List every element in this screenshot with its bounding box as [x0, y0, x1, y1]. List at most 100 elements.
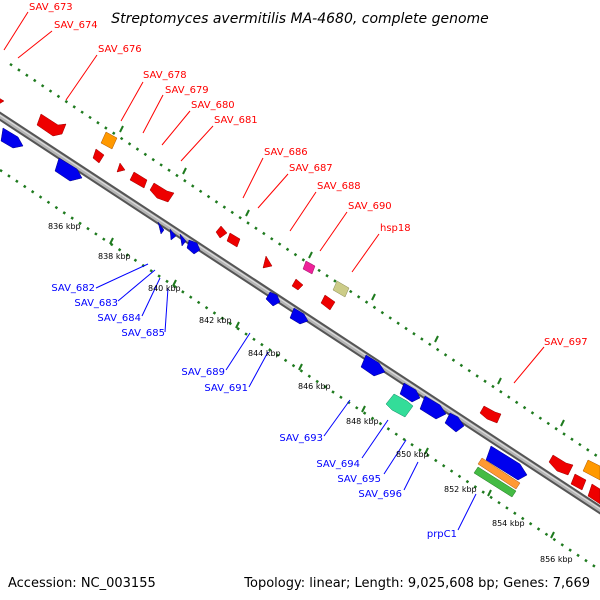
accession-text: Accession: NC_003155 — [8, 576, 156, 591]
scale-tick-label: 840 kbp — [148, 284, 181, 293]
reverse-strand-genes — [0, 127, 528, 498]
gene-label-SAV_676[interactable]: SAV_676 — [98, 44, 142, 55]
gene-SAV_701[interactable] — [587, 483, 600, 505]
leader-SAV_693 — [323, 399, 351, 437]
gene-hsp18[interactable] — [332, 280, 350, 298]
gene-SAV_689[interactable] — [265, 291, 281, 307]
leader-SAV_683 — [117, 269, 156, 302]
label-leader-lines — [3, 11, 545, 531]
gene-hsp18b[interactable] — [320, 294, 336, 311]
gene-SAV_673[interactable] — [0, 95, 5, 107]
leader-SAV_678 — [120, 81, 144, 122]
gene-SAV_685b[interactable] — [186, 239, 201, 255]
lower-track-ticks — [109, 237, 555, 539]
gene-SAV_672[interactable] — [0, 127, 24, 149]
gene-label-SAV_687[interactable]: SAV_687 — [289, 163, 333, 174]
gene-label-SAV_686[interactable]: SAV_686 — [264, 147, 308, 158]
leader-SAV_690 — [319, 211, 348, 252]
scale-tick-label: 856 kbp — [540, 555, 573, 564]
leader-SAV_673 — [3, 11, 29, 51]
scale-tick-label: 842 kbp — [199, 316, 232, 325]
scale-tick-label: 850 kbp — [396, 450, 429, 459]
gene-SAV_682[interactable] — [54, 157, 83, 182]
scale-tick-label: 844 kbp — [248, 349, 281, 358]
scale-tick-label: 838 kbp — [98, 252, 131, 261]
leader-SAV_685 — [164, 287, 169, 333]
gene-SAV_693[interactable] — [360, 354, 386, 377]
gene-SAV_678[interactable] — [92, 148, 105, 164]
gene-label-SAV_680[interactable]: SAV_680 — [191, 100, 235, 111]
leader-SAV_687 — [257, 173, 289, 209]
leader-SAV_697 — [513, 346, 545, 384]
gene-label-SAV_673[interactable]: SAV_673 — [29, 2, 73, 13]
gene-label-SAV_684[interactable]: SAV_684 — [97, 313, 141, 324]
leader-hsp18 — [351, 233, 380, 273]
gene-SAV_680[interactable] — [129, 171, 148, 189]
gene-label-SAV_674[interactable]: SAV_674 — [54, 20, 98, 31]
gene-SAV_679[interactable] — [116, 162, 126, 173]
gene-label-SAV_691[interactable]: SAV_691 — [204, 383, 248, 394]
gene-SAV_684[interactable] — [169, 228, 177, 241]
genome-summary-text: Topology: linear; Length: 9,025,608 bp; … — [244, 576, 590, 591]
gene-label-SAV_693[interactable]: SAV_693 — [279, 433, 323, 444]
gene-label-SAV_681[interactable]: SAV_681 — [214, 115, 258, 126]
leader-SAV_682 — [95, 263, 149, 289]
leader-prpC1 — [457, 493, 477, 531]
gene-SAV_690b[interactable] — [291, 278, 304, 291]
gene-prpC1[interactable] — [473, 466, 517, 498]
gene-label-SAV_689[interactable]: SAV_689 — [181, 367, 225, 378]
scale-tick-label: 848 kbp — [346, 417, 379, 426]
gene-label-SAV_697[interactable]: SAV_697 — [544, 337, 588, 348]
gene-SAV_696b[interactable] — [485, 445, 528, 481]
reverse-gene-labels: SAV_682 SAV_683 SAV_684 SAV_685 SAV_689 … — [51, 283, 457, 540]
gene-SAV_687[interactable] — [226, 232, 241, 248]
leader-SAV_686 — [242, 157, 264, 199]
gene-SAV_676[interactable] — [100, 131, 118, 150]
gene-SAV_695[interactable] — [399, 382, 421, 403]
gene-SAV_683[interactable] — [157, 221, 165, 235]
leader-SAV_676 — [65, 54, 98, 101]
gene-SAV_695b[interactable] — [419, 395, 447, 420]
gene-SAV_698[interactable] — [548, 454, 574, 476]
gene-SAV_700[interactable] — [570, 473, 587, 491]
gene-SAV_690[interactable] — [302, 260, 316, 275]
gene-label-SAV_683[interactable]: SAV_683 — [74, 298, 118, 309]
gene-SAV_686[interactable] — [215, 225, 228, 239]
gene-label-SAV_685[interactable]: SAV_685 — [121, 328, 165, 339]
map-title: Streptomyces avermitilis MA-4680, comple… — [111, 11, 489, 27]
scale-tick-label: 854 kbp — [492, 519, 525, 528]
gene-label-SAV_695[interactable]: SAV_695 — [337, 474, 381, 485]
track-guides — [0, 62, 600, 572]
gene-label-SAV_694[interactable]: SAV_694 — [316, 459, 360, 470]
gene-label-SAV_678[interactable]: SAV_678 — [143, 70, 187, 81]
gene-SAV_697[interactable] — [479, 405, 502, 424]
gene-SAV_685[interactable] — [179, 233, 187, 247]
gene-label-SAV_682[interactable]: SAV_682 — [51, 283, 95, 294]
forward-strand-genes — [0, 95, 600, 505]
gene-label-SAV_679[interactable]: SAV_679 — [165, 85, 209, 96]
gene-SAV_681[interactable] — [149, 182, 175, 203]
gene-prpC1-orange[interactable] — [477, 457, 521, 490]
gene-label-prpC1[interactable]: prpC1 — [427, 529, 457, 540]
gene-SAV_691[interactable] — [289, 307, 309, 325]
gene-label-hsp18[interactable]: hsp18 — [380, 223, 411, 234]
leader-SAV_689 — [225, 332, 251, 371]
gene-SAV_696[interactable] — [444, 412, 465, 433]
gene-SAV_674[interactable] — [36, 113, 67, 137]
gene-SAV_694[interactable] — [385, 393, 414, 418]
leader-SAV_684 — [141, 277, 161, 317]
scale-labels: 836 kbp 838 kbp 840 kbp 842 kbp 844 kbp … — [48, 222, 573, 564]
gene-label-SAV_690[interactable]: SAV_690 — [348, 201, 392, 212]
gene-label-SAV_688[interactable]: SAV_688 — [317, 181, 361, 192]
lower-track-guide — [0, 168, 600, 572]
leader-SAV_674 — [17, 30, 53, 59]
upper-track-guide — [9, 62, 600, 460]
leader-SAV_679 — [142, 94, 164, 134]
gene-label-SAV_696[interactable]: SAV_696 — [358, 489, 402, 500]
upper-track-ticks — [119, 125, 565, 427]
gene-SAV_688[interactable] — [262, 255, 273, 269]
gene-SAV_699[interactable] — [582, 459, 600, 481]
leader-SAV_691 — [248, 351, 269, 388]
